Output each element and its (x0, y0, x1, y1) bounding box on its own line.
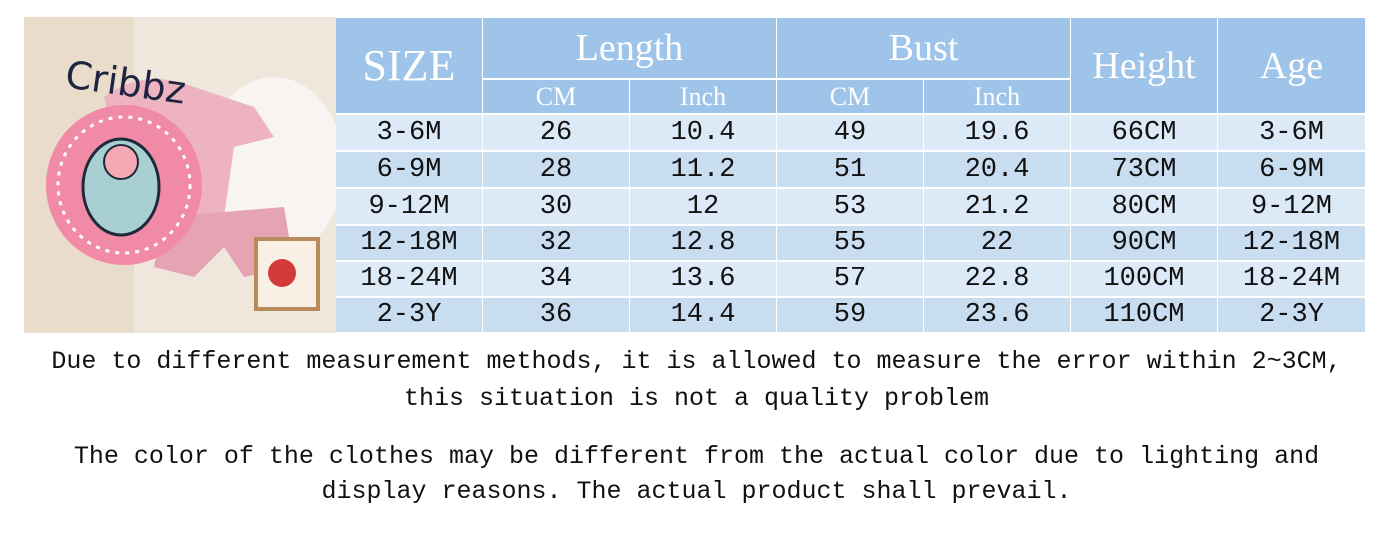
egg (81, 137, 161, 237)
table-cell: 55 (777, 226, 924, 262)
table-cell: 51 (777, 152, 924, 189)
subheader: Inch (924, 80, 1071, 115)
note-line: Due to different measurement methods, it… (51, 347, 1342, 376)
table-cell: 26 (483, 115, 630, 152)
table-cell: 30 (483, 189, 630, 226)
header-height: Height (1071, 18, 1218, 115)
table-cell: 34 (483, 262, 630, 298)
table-cell: 21.2 (924, 189, 1071, 226)
note-line: display reasons. The actual product shal… (321, 477, 1072, 506)
note-line: The color of the clothes may be differen… (73, 442, 1320, 471)
header-bust: Bust (777, 18, 1071, 80)
table-cell: 100CM (1071, 262, 1218, 298)
header-age: Age (1218, 18, 1366, 115)
table-cell: 11.2 (630, 152, 777, 189)
subheader: Inch (630, 80, 777, 115)
table-cell: 18-24M (1218, 262, 1366, 298)
product-photo: Cribbz (24, 17, 336, 333)
table-cell: 59 (777, 298, 924, 334)
table-cell: 73CM (1071, 152, 1218, 189)
table-cell: 20.4 (924, 152, 1071, 189)
table-cell: 28 (483, 152, 630, 189)
table-cell: 10.4 (630, 115, 777, 152)
frame-flower (268, 259, 296, 287)
table-cell: 22 (924, 226, 1071, 262)
table-cell: 90CM (1071, 226, 1218, 262)
face (103, 144, 139, 180)
table-cell: 14.4 (630, 298, 777, 334)
header-length: Length (483, 18, 777, 80)
table-cell: 53 (777, 189, 924, 226)
table-cell: 12 (630, 189, 777, 226)
header-size: SIZE (336, 18, 483, 115)
table-cell: 2-3Y (1218, 298, 1366, 334)
table-cell: 9-12M (336, 189, 483, 226)
table-cell: 2-3Y (336, 298, 483, 334)
table-cell: 80CM (1071, 189, 1218, 226)
table-cell: 57 (777, 262, 924, 298)
table-cell: 49 (777, 115, 924, 152)
table-cell: 13.6 (630, 262, 777, 298)
table-cell: 32 (483, 226, 630, 262)
table-cell: 18-24M (336, 262, 483, 298)
table-cell: 22.8 (924, 262, 1071, 298)
table-cell: 3-6M (336, 115, 483, 152)
table-cell: 36 (483, 298, 630, 334)
table-cell: 19.6 (924, 115, 1071, 152)
table-cell: 9-12M (1218, 189, 1366, 226)
note-line: this situation is not a quality problem (403, 384, 990, 413)
table-cell: 12-18M (336, 226, 483, 262)
table-cell: 12.8 (630, 226, 777, 262)
table-cell: 3-6M (1218, 115, 1366, 152)
subheader: CM (483, 80, 630, 115)
subheader: CM (777, 80, 924, 115)
table-cell: 12-18M (1218, 226, 1366, 262)
table-cell: 6-9M (1218, 152, 1366, 189)
table-cell: 6-9M (336, 152, 483, 189)
table-cell: 66CM (1071, 115, 1218, 152)
table-cell: 110CM (1071, 298, 1218, 334)
table-cell: 23.6 (924, 298, 1071, 334)
